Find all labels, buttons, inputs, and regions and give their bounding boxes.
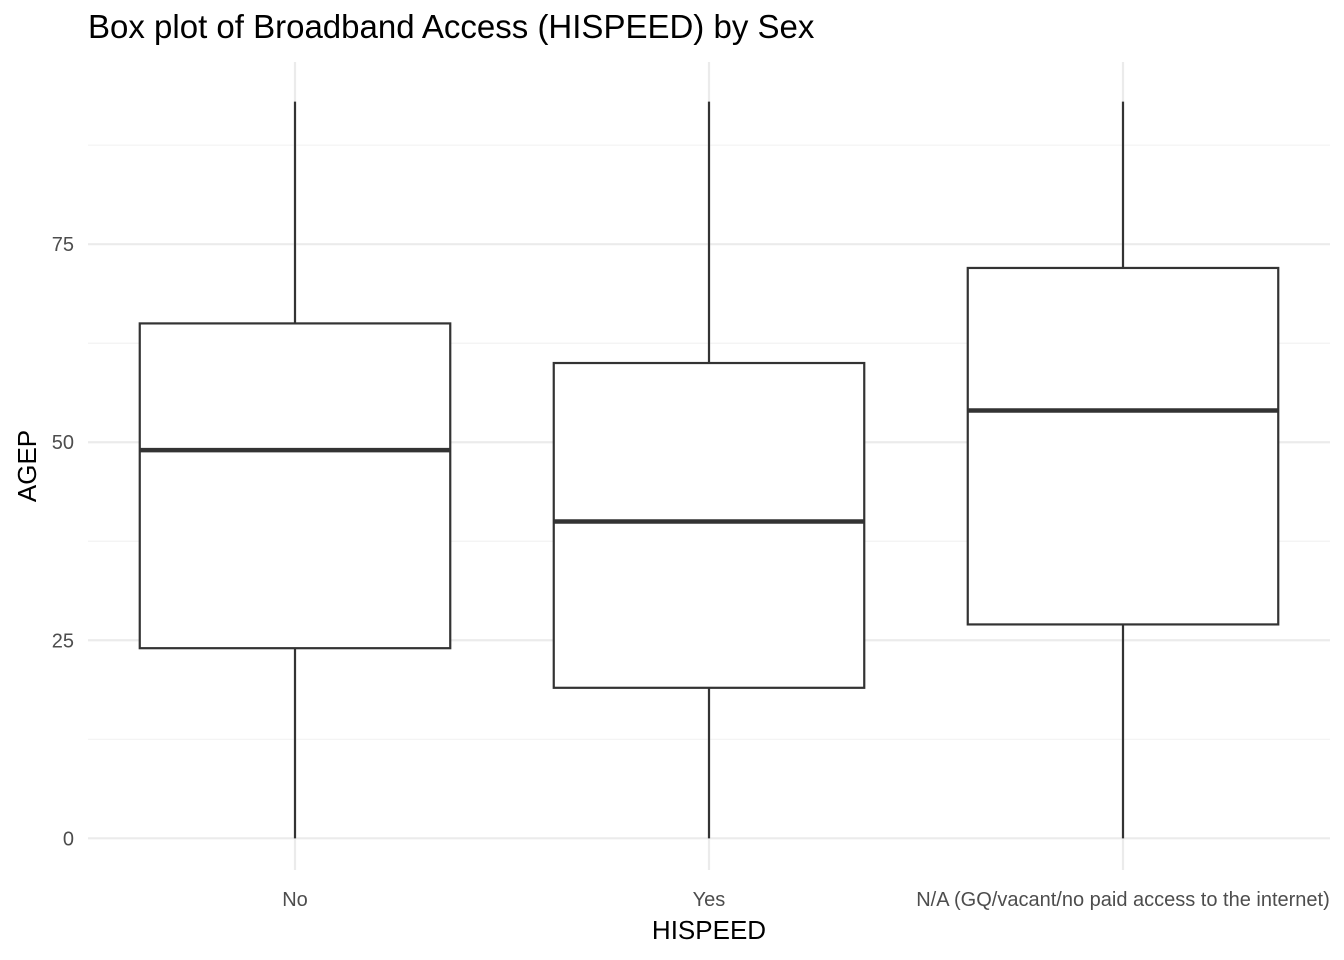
- y-tick-label: 75: [52, 234, 74, 256]
- x-tick-label: No: [282, 889, 308, 911]
- box-body: [138, 322, 452, 650]
- label-layer: 0 25 50 75 No Yes N/A (GQ/vacant/no paid acces…: [52, 234, 1330, 911]
- box-3: [966, 101, 1280, 839]
- chart-title: Box plot of Broadband Access (HISPEED) b…: [88, 8, 815, 45]
- y-tick-label: 50: [52, 432, 74, 454]
- box-body: [966, 266, 1280, 626]
- box-layer: [138, 101, 1280, 839]
- y-tick-label: 25: [52, 630, 74, 652]
- y-axis-title: AGEP: [12, 430, 42, 502]
- box-body: [552, 361, 866, 689]
- box-2: [552, 101, 866, 839]
- x-tick-label: N/A (GQ/vacant/no paid access to the int…: [916, 889, 1330, 911]
- x-tick-label: Yes: [693, 889, 726, 911]
- box-1: [138, 101, 452, 839]
- x-axis-title: HISPEED: [652, 915, 766, 945]
- y-tick-label: 0: [63, 828, 74, 850]
